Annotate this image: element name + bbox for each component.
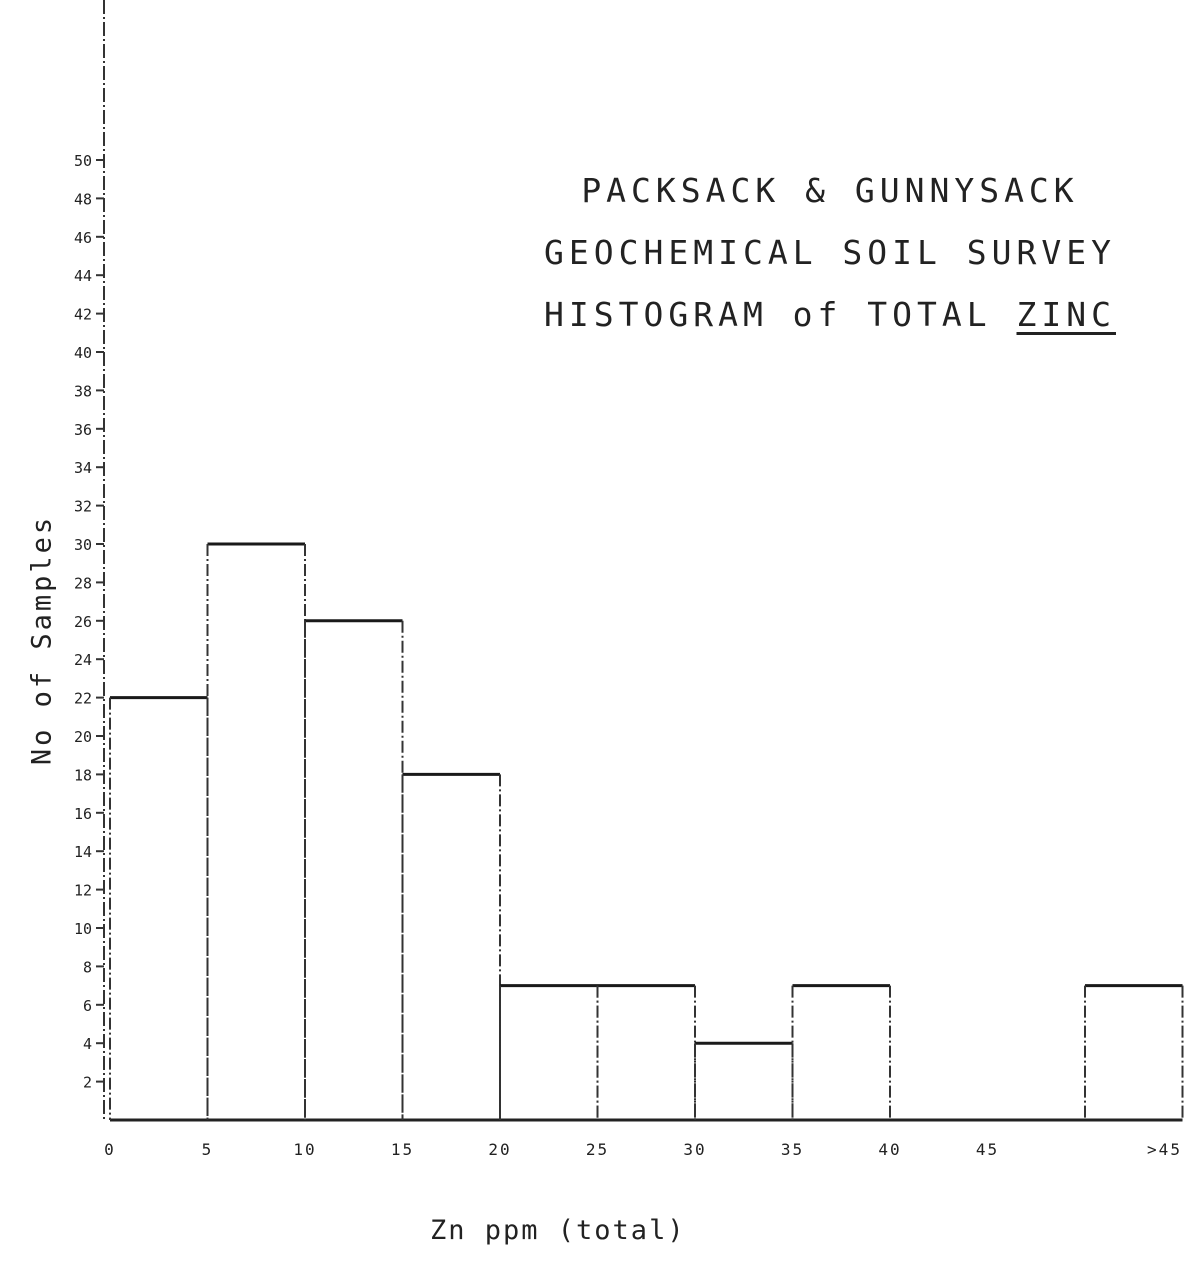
y-tick-label-16: 16 (74, 805, 92, 823)
y-tick-label-30: 30 (74, 536, 92, 554)
x-axis-label: Zn ppm (total) (430, 1215, 686, 1246)
title-line-1: PACKSACK & GUNNYSACK (581, 171, 1079, 210)
bar-5-10 (206, 542, 306, 1120)
y-tick-label-6: 6 (83, 997, 92, 1015)
bars (109, 542, 1184, 1120)
x-tick-label-4: 20 (488, 1140, 511, 1159)
y-tick-label-48: 48 (74, 190, 92, 208)
y-tick-label-18: 18 (74, 766, 92, 784)
y-tick-label-24: 24 (74, 651, 92, 669)
y-tick-label-34: 34 (74, 459, 92, 477)
x-tick-label-5: 25 (586, 1140, 609, 1159)
y-tick-label-36: 36 (74, 421, 92, 439)
y-tick-label-10: 10 (74, 920, 92, 938)
x-tick-label-1: 5 (202, 1140, 214, 1159)
chart-title: PACKSACK & GUNNYSACK GEOCHEMICAL SOIL SU… (520, 160, 1140, 346)
x-tick-label-3: 15 (391, 1140, 414, 1159)
y-tick-label-40: 40 (74, 344, 92, 362)
y-tick-label-32: 32 (74, 498, 92, 516)
y-tick-label-4: 4 (83, 1035, 92, 1053)
y-tick-label-46: 46 (74, 229, 92, 247)
y-tick-label-20: 20 (74, 728, 92, 746)
y-tick-label-50: 50 (74, 152, 92, 170)
bar-0-5 (109, 696, 209, 1120)
x-tick-label-7: 35 (781, 1140, 804, 1159)
y-tick-label-38: 38 (74, 382, 92, 400)
bar-20-25 (499, 984, 599, 1120)
x-tick-label-10: >45 (1147, 1140, 1182, 1159)
title-line-3: HISTOGRAM of TOTAL ZINC (520, 284, 1140, 346)
y-tick-label-8: 8 (83, 958, 92, 976)
x-tick-label-0: 0 (104, 1140, 116, 1159)
y-tick-label-2: 2 (83, 1074, 92, 1092)
y-ticks: 2468101214161820222426283032343638404244… (74, 152, 104, 1092)
y-tick-label-44: 44 (74, 267, 92, 285)
axes (103, 0, 1183, 1122)
title-line-3-prefix: HISTOGRAM of TOTAL (544, 295, 992, 334)
title-line-3-emphasis: ZINC (1016, 295, 1116, 334)
y-tick-label-26: 26 (74, 613, 92, 631)
y-axis-label: No of Samples (26, 514, 58, 766)
y-tick-label-22: 22 (74, 690, 92, 708)
title-line-2: GEOCHEMICAL SOIL SURVEY (544, 233, 1116, 272)
x-tick-label-9: 45 (976, 1140, 999, 1159)
bar-35-40 (791, 984, 891, 1120)
x-tick-label-8: 40 (878, 1140, 901, 1159)
x-tick-label-2: 10 (293, 1140, 316, 1159)
bar-50-55 (1084, 984, 1184, 1120)
x-tick-label-6: 30 (683, 1140, 706, 1159)
y-tick-label-14: 14 (74, 843, 92, 861)
bar-10-15 (304, 619, 404, 1120)
y-tick-label-28: 28 (74, 574, 92, 592)
y-tick-label-12: 12 (74, 882, 92, 900)
bar-15-20 (401, 772, 501, 1120)
y-tick-label-42: 42 (74, 306, 92, 324)
x-ticks: 0 5 10 15 20 25 30 35 40 45 >45 (104, 1140, 1182, 1159)
bar-25-30 (596, 984, 696, 1120)
bar-30-35 (694, 1041, 794, 1120)
